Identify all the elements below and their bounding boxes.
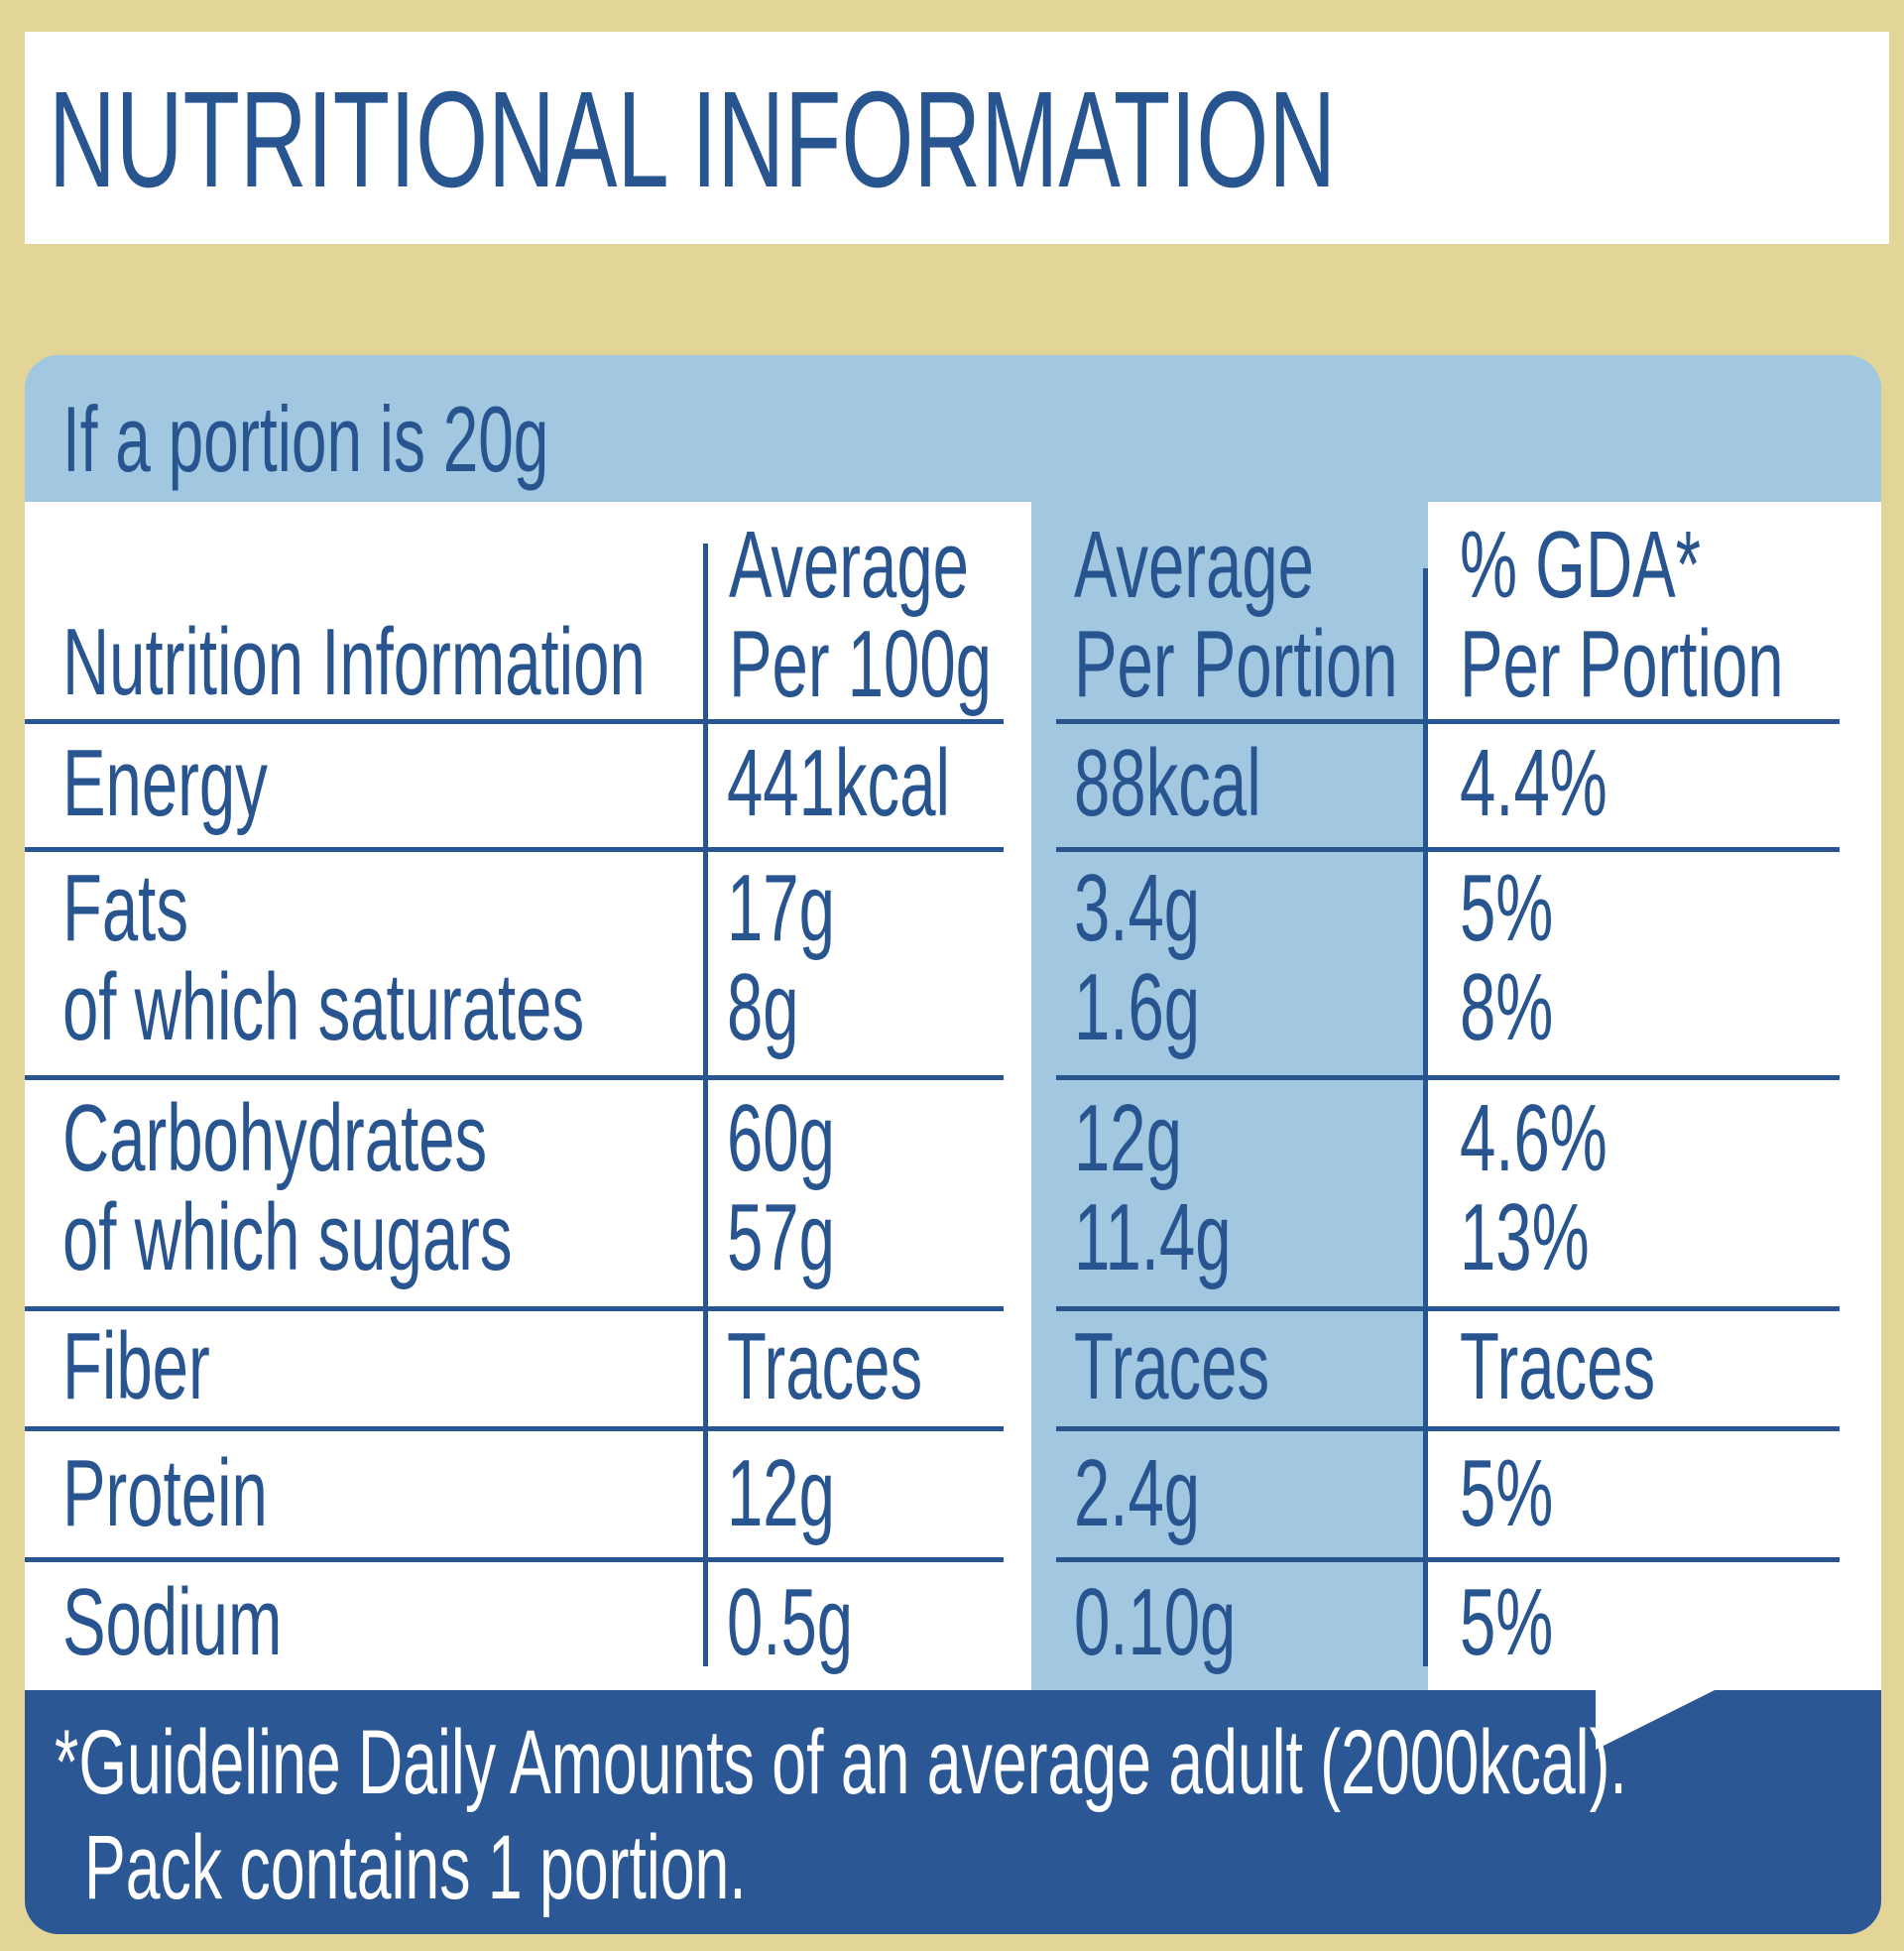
header-per100: Average Per 100g [729, 512, 992, 717]
row-protein-per100: 12g [727, 1440, 835, 1546]
row-divider [25, 719, 1004, 724]
row-fiber-per100: Traces [727, 1313, 923, 1419]
row-divider [25, 1557, 1004, 1562]
footnote-text: *Guideline Daily Amounts of an average a… [55, 1710, 1881, 1920]
row-energy-portion: 88kcal [1074, 730, 1261, 836]
row-sodium-portion: 0.10g [1074, 1569, 1237, 1675]
row-divider [1056, 847, 1840, 852]
header-gda: % GDA* Per Portion [1460, 512, 1784, 717]
row-fats-name: Fats of which saturates [62, 855, 585, 1060]
nutrition-panel: If a portion is 20g Nutrition Informatio… [25, 355, 1881, 1934]
row-divider [25, 1426, 1004, 1431]
row-divider [1056, 1426, 1840, 1431]
row-fats-per100: 17g 8g [727, 855, 835, 1060]
column-divider-1 [703, 544, 708, 1666]
row-fiber-gda: Traces [1460, 1313, 1656, 1419]
row-energy-name: Energy [62, 730, 268, 836]
table-white-area-right [1428, 502, 1881, 1690]
row-divider [1056, 1557, 1840, 1562]
column-divider-2 [1423, 568, 1428, 1666]
row-fats-gda: 5% 8% [1460, 855, 1554, 1060]
table-white-area-left [25, 502, 1031, 1690]
row-divider [25, 1306, 1004, 1311]
row-protein-portion: 2.4g [1074, 1440, 1201, 1546]
row-divider [1056, 719, 1840, 724]
row-divider [1056, 1075, 1840, 1080]
row-divider [25, 847, 1004, 852]
row-energy-per100: 441kcal [727, 730, 951, 836]
page-title: NUTRITIONAL INFORMATION [49, 63, 1337, 216]
footnote-tab-corner [1596, 1690, 1834, 1750]
row-protein-gda: 5% [1460, 1440, 1554, 1546]
header-nutrient: Nutrition Information [62, 609, 646, 715]
footnote-line-2: Pack contains 1 portion. [84, 1817, 747, 1918]
row-fats-portion: 3.4g 1.6g [1074, 855, 1201, 1060]
row-protein-name: Protein [62, 1440, 268, 1546]
header-per-portion: Average Per Portion [1074, 512, 1398, 717]
row-carbohydrates-name: Carbohydrates of which sugars [62, 1085, 513, 1290]
footnote-band [25, 1690, 1881, 1934]
row-divider [1056, 1306, 1840, 1311]
row-carbohydrates-gda: 4.6% 13% [1460, 1085, 1607, 1290]
row-sodium-name: Sodium [62, 1569, 283, 1675]
footnote-line-1: *Guideline Daily Amounts of an average a… [55, 1712, 1627, 1813]
title-box: NUTRITIONAL INFORMATION [25, 32, 1889, 244]
row-sodium-per100: 0.5g [727, 1569, 854, 1675]
row-divider [25, 1075, 1004, 1080]
row-fiber-name: Fiber [62, 1313, 210, 1419]
row-carbohydrates-per100: 60g 57g [727, 1085, 835, 1290]
row-fiber-portion: Traces [1074, 1313, 1270, 1419]
row-energy-gda: 4.4% [1460, 730, 1607, 836]
portion-heading: If a portion is 20g [62, 387, 549, 491]
row-carbohydrates-portion: 12g 11.4g [1074, 1085, 1232, 1290]
row-sodium-gda: 5% [1460, 1569, 1554, 1675]
